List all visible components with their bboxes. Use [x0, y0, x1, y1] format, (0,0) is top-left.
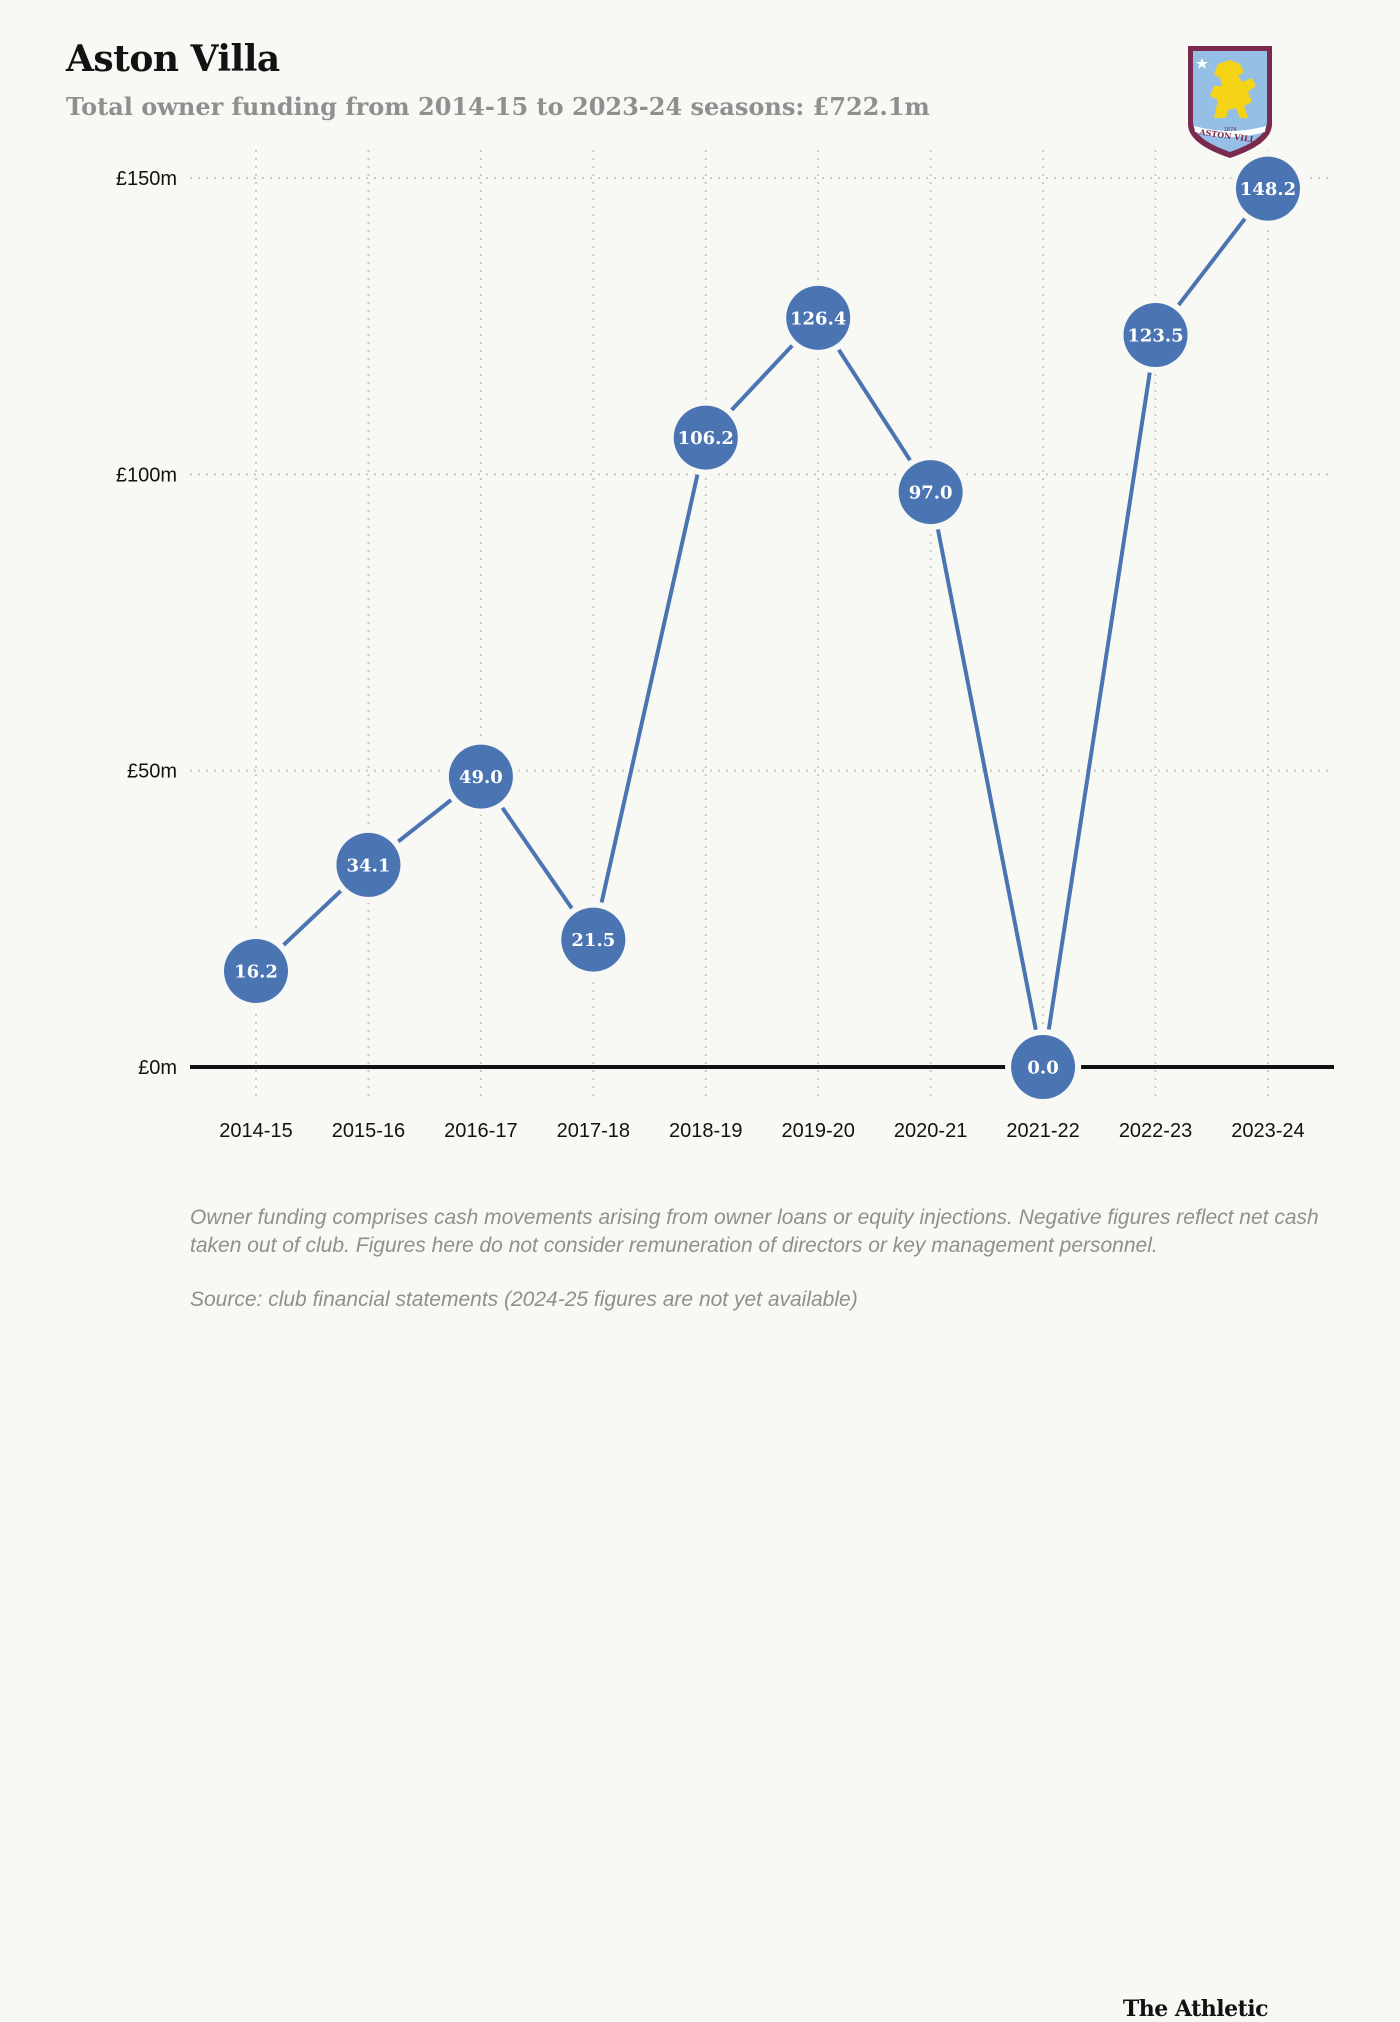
x-tick-label: 2023-24 — [1231, 1120, 1304, 1142]
data-label: 148.2 — [1240, 179, 1296, 200]
data-point-marker — [1123, 303, 1188, 368]
source-note: Source: club financial statements (2024-… — [190, 1288, 858, 1311]
marker-layer: 16.2 34.1 49.0 21.5 106.2 126.4 97.0 0.0 123.5 14… — [218, 150, 1306, 1105]
crest-band — [1194, 126, 1266, 137]
series-line-segment — [836, 347, 913, 463]
data-point-marker — [786, 285, 851, 350]
data-label: 126.4 — [790, 308, 846, 329]
y-tick-label: £0m — [138, 1057, 177, 1079]
x-tick-label: 2019-20 — [781, 1120, 854, 1142]
series-line-segment — [1176, 216, 1247, 307]
series-line-segment — [396, 798, 453, 844]
data-point-marker — [448, 744, 513, 809]
data-point-marker — [1011, 1035, 1076, 1099]
data-label: 49.0 — [459, 767, 503, 788]
series-line-segment — [935, 527, 1038, 1032]
brand-wrap: The Athletic — [0, 1000, 1334, 2022]
lion-icon — [1210, 60, 1256, 118]
x-tick-label: 2014-15 — [219, 1120, 292, 1142]
data-point-marker — [898, 460, 963, 525]
data-label: 123.5 — [1127, 326, 1183, 347]
x-tick-label: 2021-22 — [1006, 1120, 1079, 1142]
data-point-marker — [673, 405, 738, 470]
publisher-logo: The Athletic — [1122, 1996, 1269, 2022]
y-tick-label: £50m — [127, 761, 177, 783]
x-tick-label: 2018-19 — [669, 1120, 742, 1142]
data-label: 0.0 — [1027, 1058, 1058, 1079]
data-point-marker — [561, 907, 626, 972]
chart-subtitle: Total owner funding from 2014-15 to 2023… — [66, 92, 930, 121]
data-label: 16.2 — [234, 961, 278, 982]
x-tick-label: 2015-16 — [332, 1120, 405, 1142]
data-label: 97.0 — [909, 483, 953, 504]
data-point-marker — [1235, 156, 1300, 221]
axis-layer: £0m £50m £100m £150m 2014-15 2015-16 2016-17 20… — [116, 168, 1334, 1142]
aston-villa-crest-logo: 1874 ASTON VILLA — [1188, 46, 1272, 158]
series-line-segment — [500, 805, 574, 911]
x-tick-label: 2022-23 — [1119, 1120, 1192, 1142]
star-icon — [1196, 58, 1208, 69]
data-label: 21.5 — [571, 930, 615, 951]
series-line-segment — [281, 888, 343, 947]
x-tick-label: 2017-18 — [557, 1120, 630, 1142]
data-point-marker — [336, 832, 401, 897]
data-label: 34.1 — [347, 855, 391, 876]
chart-title: Aston Villa — [66, 38, 280, 80]
footnote: Owner funding comprises cash movements a… — [190, 1206, 1319, 1257]
x-tick-label: 2020-21 — [894, 1120, 967, 1142]
y-tick-label: £150m — [116, 168, 177, 190]
data-label: 106.2 — [678, 428, 734, 449]
data-point-marker — [224, 938, 288, 1003]
x-tick-label: 2016-17 — [444, 1120, 517, 1142]
line-chart: £0m £50m £100m £150m 2014-15 2015-16 2016-17 20… — [116, 150, 1334, 1142]
series-line-segment — [729, 343, 795, 412]
grid-layer — [190, 150, 1334, 1096]
y-tick-label: £100m — [116, 464, 177, 486]
series-line-segment — [599, 472, 700, 905]
series-line-layer — [281, 216, 1247, 1032]
crest-year: 1874 — [1224, 127, 1237, 133]
series-line-segment — [1046, 370, 1152, 1032]
